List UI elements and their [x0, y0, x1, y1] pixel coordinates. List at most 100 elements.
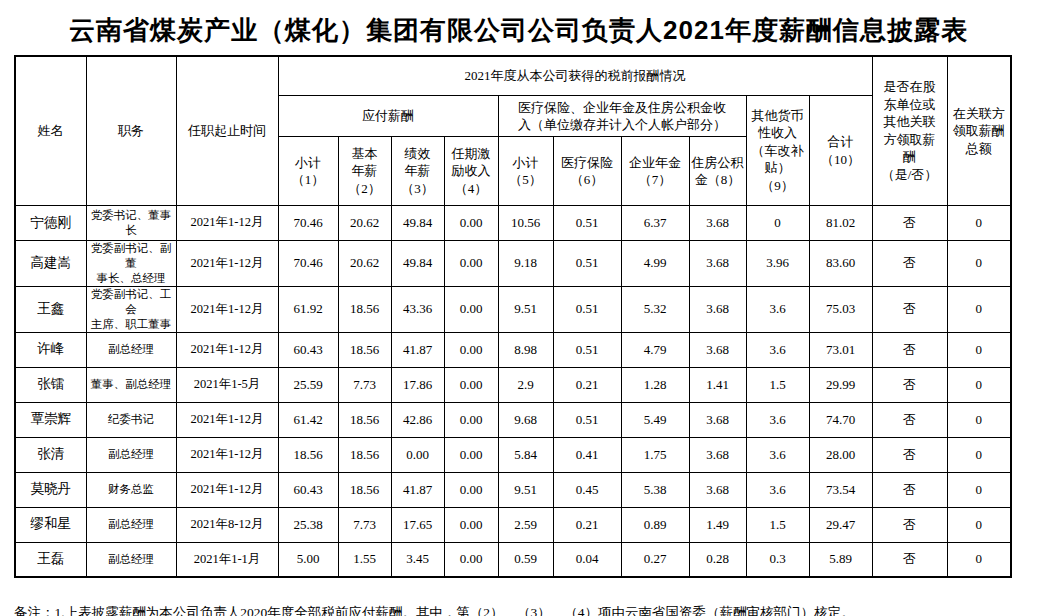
- cell-position: 财务总监: [86, 472, 176, 507]
- header-base-salary-2: 基本 年薪 （2）: [338, 137, 391, 206]
- cell-c4: 0.00: [444, 472, 498, 507]
- cell-c6: 0.51: [553, 332, 621, 367]
- cell-c5: 9.51: [498, 286, 553, 332]
- cell-term: 2021年1-12月: [176, 286, 278, 332]
- cell-c1: 25.38: [278, 507, 338, 542]
- table-row: 张镭董事、副总经理2021年1-5月25.597.7317.860.002.90…: [15, 367, 1011, 402]
- cell-c2: 18.56: [338, 472, 391, 507]
- table-header: 姓名 职务 任职起止时间 2021年度从本公司获得的税前报酬情况 是否在股 东单…: [15, 56, 1011, 206]
- cell-name: 覃崇辉: [15, 402, 86, 437]
- cell-c5: 9.68: [498, 402, 553, 437]
- cell-c2: 20.62: [338, 241, 391, 287]
- cell-related: 否: [872, 367, 947, 402]
- cell-c8: 3.68: [689, 206, 746, 241]
- cell-c1: 60.43: [278, 472, 338, 507]
- cell-c2: 18.56: [338, 286, 391, 332]
- cell-term: 2021年1-12月: [176, 332, 278, 367]
- cell-c4: 0.00: [444, 332, 498, 367]
- header-subtotal-5: 小计 （5）: [498, 137, 553, 206]
- cell-c3: 42.86: [391, 402, 444, 437]
- cell-c3: 41.87: [391, 332, 444, 367]
- cell-c8: 1.49: [689, 507, 746, 542]
- cell-term: 2021年1-12月: [176, 206, 278, 241]
- note-1: 备注：1.上表披露薪酬为本公司负责人2020年度全部税前应付薪酬。其中，第（2）…: [14, 604, 1037, 616]
- cell-c5: 9.18: [498, 241, 553, 287]
- cell-c7: 6.37: [621, 206, 689, 241]
- cell-position: 党委副书记、副董 事长、总经理: [86, 241, 176, 287]
- cell-c6: 0.21: [553, 367, 621, 402]
- cell-c10: 73.54: [809, 472, 872, 507]
- cell-c2: 18.56: [338, 332, 391, 367]
- cell-c1: 60.43: [278, 332, 338, 367]
- cell-c8: 3.68: [689, 402, 746, 437]
- cell-related-total: 0: [947, 402, 1011, 437]
- cell-related-total: 0: [947, 437, 1011, 472]
- cell-term: 2021年1-12月: [176, 437, 278, 472]
- cell-c10: 75.03: [809, 286, 872, 332]
- cell-c1: 25.59: [278, 367, 338, 402]
- cell-term: 2021年1-5月: [176, 367, 278, 402]
- cell-c9: 1.5: [746, 367, 809, 402]
- cell-related-total: 0: [947, 367, 1011, 402]
- cell-c1: 5.00: [278, 542, 338, 577]
- cell-related-total: 0: [947, 507, 1011, 542]
- cell-c3: 17.86: [391, 367, 444, 402]
- cell-term: 2021年1-12月: [176, 402, 278, 437]
- table-row: 王磊副总经理2021年1-1月5.001.553.450.000.590.040…: [15, 542, 1011, 577]
- footnotes: 备注：1.上表披露薪酬为本公司负责人2020年度全部税前应付薪酬。其中，第（2）…: [14, 585, 1037, 616]
- cell-related-total: 0: [947, 286, 1011, 332]
- cell-c6: 0.51: [553, 402, 621, 437]
- cell-c6: 0.51: [553, 241, 621, 287]
- cell-c9: 3.96: [746, 241, 809, 287]
- cell-c10: 28.00: [809, 437, 872, 472]
- cell-name: 高建嵩: [15, 241, 86, 287]
- cell-c8: 3.68: [689, 332, 746, 367]
- header-pretax-group: 2021年度从本公司获得的税前报酬情况: [278, 56, 872, 96]
- page-title: 云南省煤炭产业（煤化）集团有限公司公司负责人2021年度薪酬信息披露表: [0, 0, 1037, 45]
- cell-term: 2021年8-12月: [176, 507, 278, 542]
- header-tenure-incentive-4: 任期激 励收入 （4）: [444, 137, 498, 206]
- cell-name: 宁德刚: [15, 206, 86, 241]
- cell-c6: 0.45: [553, 472, 621, 507]
- header-related-amount: 在关联方 领取薪酬 总额: [947, 56, 1011, 206]
- header-insurance-group: 医疗保险、企业年金及住房公积金收 入（单位缴存并计入个人帐户部分）: [498, 96, 746, 137]
- header-other-income-9: 其他货币 性收入 （车改补 贴） （9）: [746, 96, 809, 206]
- cell-position: 副总经理: [86, 437, 176, 472]
- cell-c7: 1.28: [621, 367, 689, 402]
- cell-name: 莫晓丹: [15, 472, 86, 507]
- cell-c5: 5.84: [498, 437, 553, 472]
- cell-c4: 0.00: [444, 542, 498, 577]
- header-medical-6: 医疗保险 （6）: [553, 137, 621, 206]
- cell-c10: 5.89: [809, 542, 872, 577]
- cell-c1: 61.92: [278, 286, 338, 332]
- cell-related: 否: [872, 241, 947, 287]
- cell-position: 党委副书记、工会 主席、职工董事: [86, 286, 176, 332]
- table-row: 许峰副总经理2021年1-12月60.4318.5641.870.008.980…: [15, 332, 1011, 367]
- cell-c1: 61.42: [278, 402, 338, 437]
- cell-c10: 74.70: [809, 402, 872, 437]
- cell-c9: 0: [746, 206, 809, 241]
- cell-c4: 0.00: [444, 206, 498, 241]
- header-housing-8: 住房公积 金（8）: [689, 137, 746, 206]
- cell-c5: 10.56: [498, 206, 553, 241]
- cell-name: 许峰: [15, 332, 86, 367]
- cell-c3: 3.45: [391, 542, 444, 577]
- cell-c9: 0.3: [746, 542, 809, 577]
- header-row-1: 姓名 职务 任职起止时间 2021年度从本公司获得的税前报酬情况 是否在股 东单…: [15, 56, 1011, 96]
- cell-c10: 29.47: [809, 507, 872, 542]
- table-row: 覃崇辉纪委书记2021年1-12月61.4218.5642.860.009.68…: [15, 402, 1011, 437]
- cell-c7: 1.75: [621, 437, 689, 472]
- cell-related: 否: [872, 206, 947, 241]
- cell-c8: 0.28: [689, 542, 746, 577]
- cell-c10: 83.60: [809, 241, 872, 287]
- cell-c3: 0.00: [391, 437, 444, 472]
- salary-table: 姓名 职务 任职起止时间 2021年度从本公司获得的税前报酬情况 是否在股 东单…: [14, 55, 1012, 579]
- cell-related-total: 0: [947, 206, 1011, 241]
- table-row: 宁德刚党委书记、董事长2021年1-12月70.4620.6249.840.00…: [15, 206, 1011, 241]
- cell-c8: 3.68: [689, 241, 746, 287]
- cell-c6: 0.51: [553, 206, 621, 241]
- cell-c5: 2.9: [498, 367, 553, 402]
- cell-c8: 3.68: [689, 437, 746, 472]
- cell-c9: 3.6: [746, 437, 809, 472]
- cell-position: 副总经理: [86, 542, 176, 577]
